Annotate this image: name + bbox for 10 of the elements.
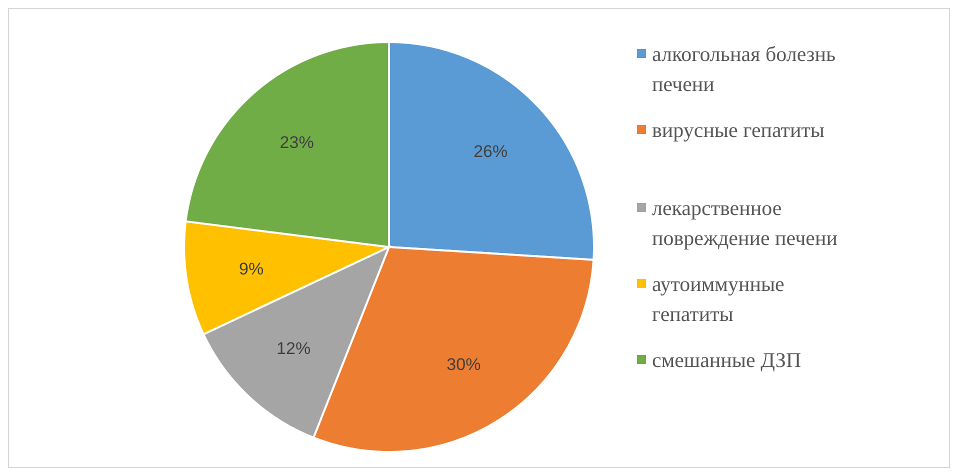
data-label: 9% xyxy=(239,259,264,278)
legend-label: алкогольная болезнь печени xyxy=(652,41,837,98)
data-label: 26% xyxy=(474,142,508,162)
legend-label: аутоиммунные гепатиты xyxy=(652,271,786,328)
data-label: 12% xyxy=(276,339,311,358)
data-label: 23% xyxy=(280,132,314,152)
legend-label: вирусные гепатиты xyxy=(652,117,826,144)
legend-label: смешанные ДЗП xyxy=(652,347,802,374)
legend-label: лекарственное повреждение печени xyxy=(652,195,838,252)
data-label: 30% xyxy=(446,355,481,374)
